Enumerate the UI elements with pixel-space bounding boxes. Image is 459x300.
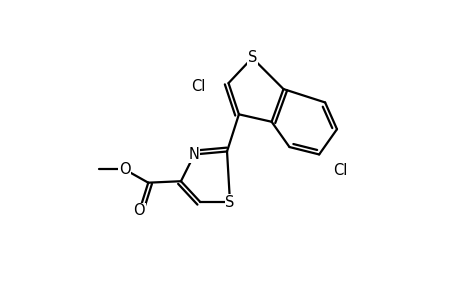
Text: S: S bbox=[225, 194, 234, 209]
Text: O: O bbox=[133, 203, 145, 218]
Text: N: N bbox=[189, 147, 199, 162]
Text: S: S bbox=[247, 50, 257, 65]
Text: O: O bbox=[118, 162, 130, 177]
Text: Cl: Cl bbox=[191, 79, 206, 94]
Text: Cl: Cl bbox=[332, 163, 347, 178]
